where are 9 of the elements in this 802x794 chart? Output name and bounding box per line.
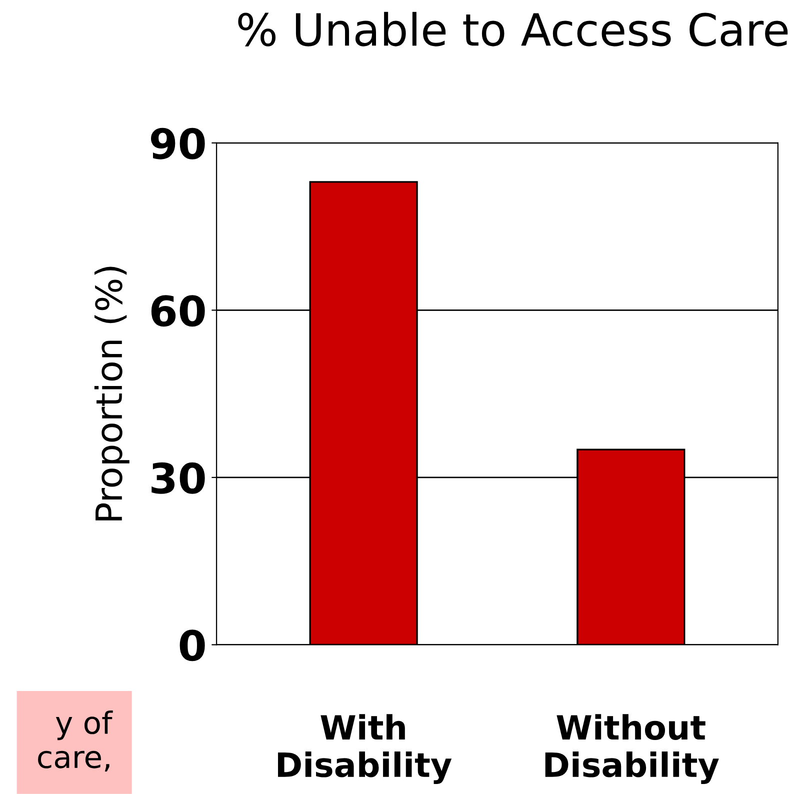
x-tick-label: Without Disability: [545, 714, 719, 784]
text: y of care,: [38, 710, 113, 772]
y-axis-title: Proportion (%): [94, 266, 130, 520]
y-tick-label: 60: [151, 295, 205, 327]
y-tick-label: 90: [150, 128, 205, 160]
x-tick-label: With Disability: [278, 714, 452, 784]
chart-title: % Unable to Access Care: [238, 12, 788, 46]
y-tick-label: 30: [152, 462, 205, 494]
y-tick-label: 0: [180, 630, 205, 662]
